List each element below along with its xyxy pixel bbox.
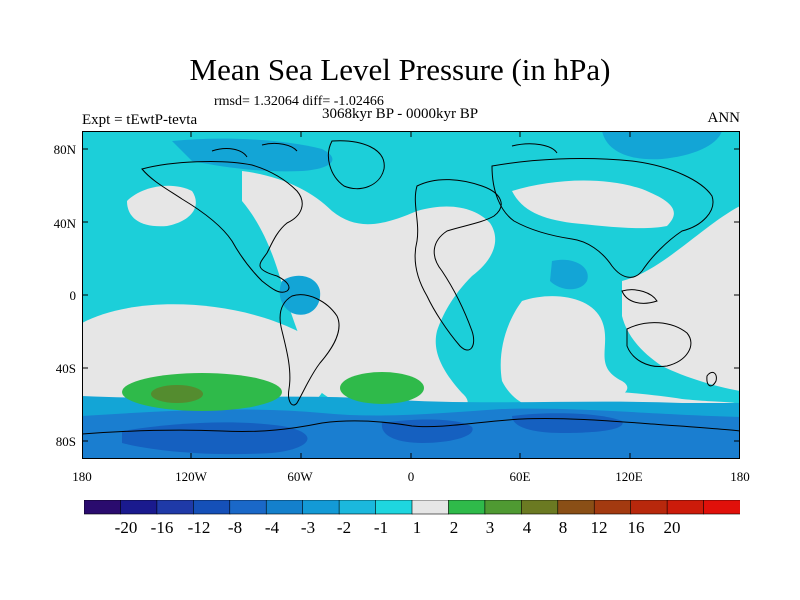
lon-label-60e: 60E: [509, 469, 531, 484]
lon-label-0: 0: [407, 469, 415, 484]
neutral-zone-indian-ocean: [500, 296, 628, 412]
colorbar-label: -4: [264, 518, 280, 537]
colorbar-swatch: [156, 500, 194, 515]
lat-label-80n: 80N: [53, 142, 76, 157]
coastline-south-america: [279, 294, 340, 406]
colorbar-label: 12: [590, 518, 608, 537]
colorbar-label: 8: [558, 518, 568, 537]
colorbar-swatch: [484, 500, 522, 515]
coastline-antarctica: [82, 417, 740, 435]
colorbar-label: 3: [485, 518, 495, 537]
colorbar-swatch: [630, 500, 668, 515]
neutral-zone-atlantic: [242, 171, 496, 416]
colorbar-label: 20: [663, 518, 681, 537]
colorbar-swatch: [411, 500, 450, 515]
neutral-zone-west-pacific: [622, 206, 740, 391]
anomaly-minus2-equatorial-africa: [550, 259, 588, 290]
coastlines: [82, 140, 740, 435]
anomaly-plus1-south-atlantic: [340, 372, 424, 404]
coastline-indonesia: [621, 289, 658, 304]
colorbar-label: -12: [187, 518, 211, 537]
coastline-eurafrica: [414, 179, 502, 351]
colorbar-swatch: [265, 500, 304, 515]
pressure-anomaly-map: [82, 131, 740, 459]
season-label: ANN: [707, 110, 741, 126]
lon-label-180w: 180: [72, 469, 92, 484]
colorbar-label: -2: [336, 518, 352, 537]
map-ticks: [82, 131, 740, 459]
anomaly-minus2-eq-pacific: [279, 275, 321, 315]
colorbar-label: 2: [449, 518, 459, 537]
colorbar-swatch: [521, 500, 559, 515]
coastline-australia: [626, 322, 692, 368]
lat-label-40s: 40S: [55, 361, 76, 376]
colorbar-swatch: [666, 500, 705, 515]
colorbar: [84, 500, 740, 515]
lon-label-120w: 120W: [175, 469, 207, 484]
colorbar-swatch: [448, 500, 486, 515]
lon-label-120e: 120E: [615, 469, 643, 484]
lat-label-0: 0: [69, 288, 77, 303]
lon-label-180e: 180: [730, 469, 750, 484]
lat-label-40n: 40N: [53, 216, 76, 231]
coastline-north-america: [141, 161, 303, 293]
time-period-label: 3068kyr BP - 0000kyr BP: [321, 106, 479, 122]
colorbar-label: -16: [150, 518, 174, 537]
experiment-label: Expt = tEwtP-tevta: [82, 112, 198, 128]
colorbar-swatch: [593, 500, 632, 515]
colorbar-swatch: [193, 500, 231, 515]
coastline-new-zealand: [706, 371, 717, 387]
anomaly-plus2-south-pacific-core: [151, 385, 203, 403]
colorbar-swatch: [338, 500, 377, 515]
lat-label-80s: 80S: [55, 434, 76, 449]
colorbar-swatch: [302, 500, 340, 515]
rmsd-diff-stats: rmsd= 1.32064 diff= -1.02466: [214, 94, 384, 109]
colorbar-swatch: [375, 500, 413, 515]
coastline-arctic-islands: [211, 142, 558, 158]
colorbar-swatch: [229, 500, 267, 515]
colorbar-label: 4: [522, 518, 532, 537]
colorbar-label: -20: [114, 518, 138, 537]
map-title: Mean Sea Level Pressure (in hPa): [189, 52, 611, 87]
neutral-zone-north-africa: [512, 180, 674, 229]
colorbar-swatch: [703, 500, 740, 515]
anomaly-minus2-pacific-north: [602, 131, 722, 160]
colorbar-label: 16: [627, 518, 645, 537]
coastline-greenland: [328, 140, 385, 190]
colorbar-label: -1: [373, 518, 389, 537]
lon-label-60w: 60W: [287, 469, 313, 484]
colorbar-swatch: [557, 500, 595, 515]
colorbar-label: -3: [300, 518, 316, 537]
colorbar-swatch: [120, 500, 158, 515]
neutral-zone-north-pacific: [127, 185, 196, 227]
colorbar-swatch: [84, 500, 122, 515]
colorbar-label: -8: [227, 518, 243, 537]
colorbar-label: 1: [412, 518, 422, 537]
coastline-asia: [491, 158, 714, 278]
